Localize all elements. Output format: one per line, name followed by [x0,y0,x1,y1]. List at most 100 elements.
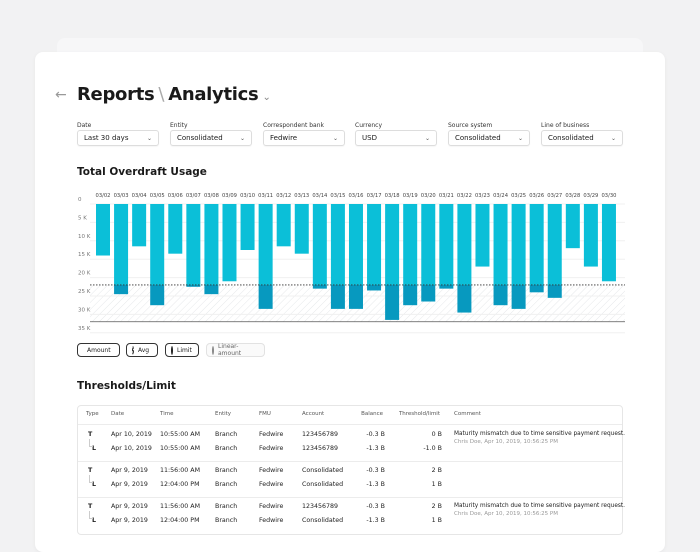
table-cell: Apr 10, 2019 [111,445,152,452]
filter-select[interactable]: Fedwire ⌄ [263,130,345,146]
bar-amount [258,204,273,285]
overdraft-chart: 05 K10 K15 K20 K25 K30 K35 K03/02 03/03 03… [78,193,625,334]
filter-select[interactable]: USD ⌄ [355,130,437,146]
linear-circle-icon [212,345,214,355]
breadcrumb-separator: \ [158,84,165,105]
breadcrumb-analytics: Analytics [168,84,259,105]
x-tick-label: 03/23 [475,193,490,199]
table-cell: Fedwire [259,431,284,438]
table-cell: 10:55:00 AM [160,445,201,452]
x-tick-label: 03/28 [565,193,580,199]
bar-amount [276,204,291,247]
table-cell: Branch [215,467,238,474]
column-header: Date [111,411,125,417]
column-header: Threshold/limit [398,411,440,417]
table-cell: Fedwire [259,467,284,474]
bar-amount [565,204,580,249]
chevron-down-icon[interactable]: ⌄ [262,92,271,103]
x-tick-label: 03/18 [385,193,400,199]
table-cell: 2 B [431,467,442,474]
y-tick-label: 15 K [78,252,91,258]
table-cell: Branch [215,445,238,452]
x-tick-label: 03/17 [367,193,382,199]
chart-title: Total Overdraft Usage [77,166,207,178]
filter-value: Consolidated [455,134,501,142]
bar-amount [421,204,436,285]
table-cell: -1.3 B [366,481,385,488]
bar-amount [547,204,562,285]
table-cell: Fedwire [259,445,284,452]
x-tick-label: 03/10 [240,193,255,199]
type-cell: L [92,481,97,488]
bar-over-limit [258,284,273,309]
x-tick-label: 03/30 [601,193,616,199]
y-tick-label: 30 K [78,307,91,313]
table-cell: -0.3 B [366,503,385,510]
bar-over-limit [204,284,219,295]
bar-amount [330,204,345,285]
filter-select[interactable]: Last 30 days ⌄ [77,130,159,146]
bar-amount [240,204,255,250]
bar-amount [204,204,219,285]
table-cell: -1.0 B [423,445,442,452]
x-tick-label: 03/22 [457,193,472,199]
breadcrumb-reports[interactable]: Reports [77,84,155,105]
filter-select[interactable]: Consolidated ⌄ [170,130,252,146]
legend-toggle-linear-amount[interactable]: Linear-amount [206,343,265,357]
avg-dashed-circle-icon [132,345,134,355]
table-cell: 0 B [431,431,442,438]
bar-over-limit [367,284,382,291]
x-tick-label: 03/07 [186,193,201,199]
x-tick-label: 03/12 [276,193,291,199]
x-tick-label: 03/02 [96,193,111,199]
bar-amount [493,204,508,285]
bar-amount [457,204,472,285]
column-header: FMU [259,411,271,417]
avg-dashed-circle-icon [132,345,134,355]
type-cell: T [88,503,93,510]
type-cell: L [92,517,97,524]
table-cell: Apr 9, 2019 [111,467,148,474]
column-header: Account [302,411,325,417]
y-tick-label: 20 K [78,271,91,277]
x-tick-label: 03/29 [583,193,598,199]
filter-value: Consolidated [548,134,594,142]
limit-circle-icon [171,345,173,355]
table-cell: Apr 9, 2019 [111,503,148,510]
bar-amount [511,204,526,285]
page-title: Reports \ Analytics ⌄ [77,84,271,105]
legend-label: Amount [87,346,111,354]
table-cell: 12:04:00 PM [160,481,200,488]
arrow-left-icon[interactable]: ← [55,87,67,103]
filter-value: Fedwire [270,134,298,142]
table-cell: 11:56:00 AM [160,467,201,474]
filter-value: Last 30 days [84,134,129,142]
bar-amount [294,204,309,254]
bar-over-limit [385,284,400,320]
x-tick-label: 03/16 [349,193,364,199]
chevron-down-icon: ⌄ [517,134,523,142]
filter-select[interactable]: Consolidated ⌄ [448,130,530,146]
filter-select[interactable]: Consolidated ⌄ [541,130,623,146]
legend-toggle-amount[interactable]: Amount [77,343,120,357]
bar-over-limit [421,284,436,302]
limit-circle-icon [171,345,173,355]
bar-amount [150,204,165,285]
legend-toggle-avg[interactable]: Avg [126,343,158,357]
legend-toggle-limit[interactable]: Limit [165,343,199,357]
bar-amount [403,204,418,285]
chevron-down-icon: ⌄ [424,134,430,142]
x-tick-label: 03/09 [222,193,237,199]
table-cell: Fedwire [259,481,284,488]
bar-amount [385,204,400,285]
chevron-down-icon: ⌄ [610,134,616,142]
comment-author: Chris Doe, Apr 10, 2019, 10:56:25 PM [454,439,558,445]
table-cell: 12:04:00 PM [160,517,200,524]
bar-over-limit [348,284,363,309]
bar-amount [348,204,363,285]
bar-amount [529,204,544,285]
bar-over-limit [457,284,472,313]
filter-label: Line of business [541,122,590,129]
x-tick-label: 03/06 [168,193,183,199]
table-cell: -0.3 B [366,431,385,438]
